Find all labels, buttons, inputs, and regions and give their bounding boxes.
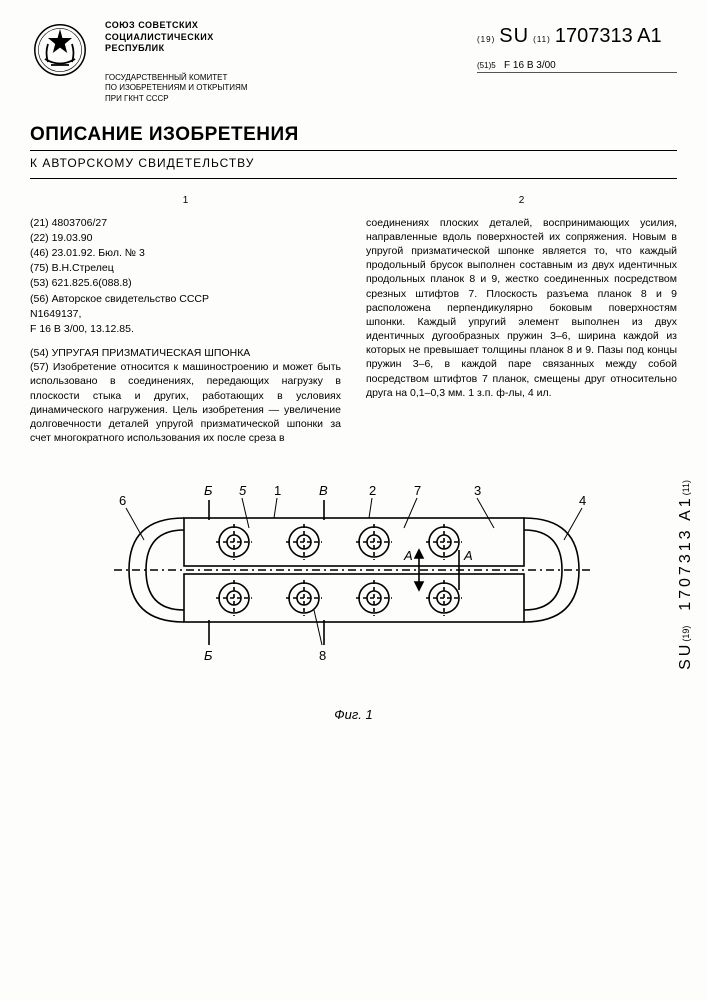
fig-label: 7 [414,483,421,498]
union-label: СОЮЗ СОВЕТСКИХ СОЦИАЛИСТИЧЕСКИХ РЕСПУБЛИ… [105,20,447,55]
doc-number: (19) SU (11) 1707313 A1 [477,25,677,48]
fig-label: 8 [319,648,326,663]
side-doc-label: SU(19) 1707313 A1(11) [677,480,695,670]
title-main: ОПИСАНИЕ ИЗОБРЕТЕНИЯ [30,124,677,151]
fig-label: А [463,548,473,563]
fig-label: 2 [369,483,376,498]
fig-label: 6 [119,493,126,508]
abstract-head: (54) УПРУГАЯ ПРИЗМАТИЧЕСКАЯ ШПОНКА [30,346,341,360]
fig-label: В [319,483,328,498]
fig-label: Б [204,483,213,498]
col-number-left: 1 [30,194,341,208]
title-sub: К АВТОРСКОМУ СВИДЕТЕЛЬСТВУ [30,156,677,179]
fig-label: 3 [474,483,481,498]
figure-1: Б 5 1 В 2 7 3 6 4 Б 8 А А [50,460,657,722]
soviet-emblem [30,20,90,80]
fig-label: 5 [239,483,247,498]
biblio-block: (21) 4803706/27 (22) 19.03.90 (46) 23.01… [30,216,341,336]
fig-label: 1 [274,483,281,498]
figure-caption: Фиг. 1 [50,707,657,722]
committee-label: ГОСУДАРСТВЕННЫЙ КОМИТЕТ ПО ИЗОБРЕТЕНИЯМ … [105,73,447,104]
fig-label: А [403,548,413,563]
fig-label: 4 [579,493,586,508]
fig-label: Б [204,648,213,663]
abstract-right: соединениях плоских деталей, воспринимаю… [366,216,677,400]
col-number-right: 2 [366,194,677,208]
ipc-code: (51)5 F 16 B 3/00 [477,60,677,73]
abstract-left: (57) Изобретение относится к машинострое… [30,360,341,445]
